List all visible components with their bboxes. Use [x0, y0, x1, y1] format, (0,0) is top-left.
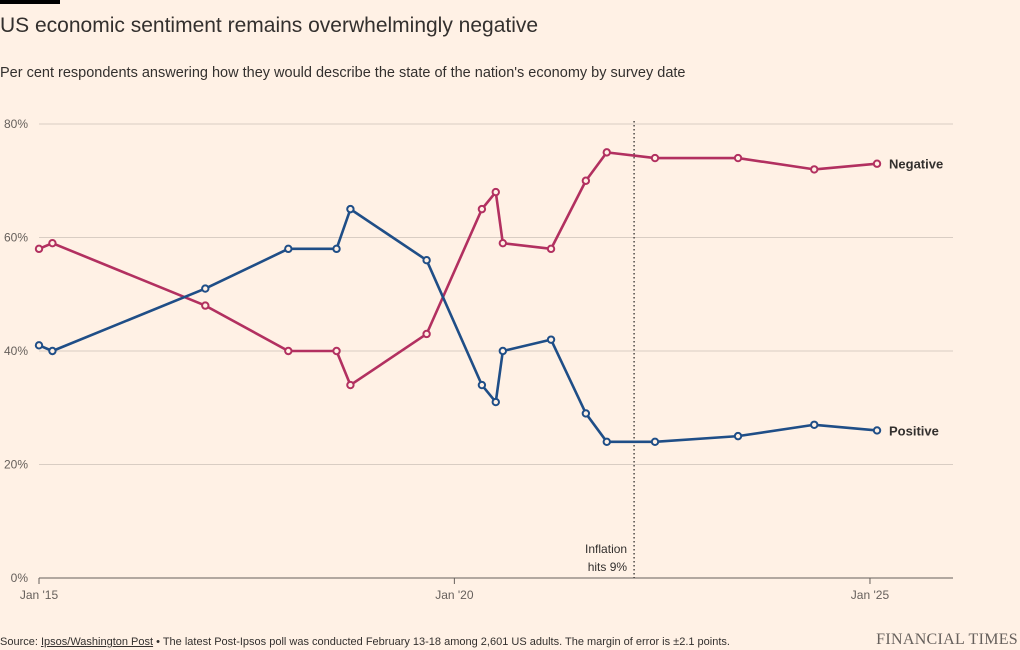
- data-point-positive: [332, 244, 341, 254]
- data-point-negative: [422, 329, 431, 339]
- data-point-negative: [872, 159, 882, 168]
- y-tick-label: 40%: [4, 344, 28, 358]
- data-point-negative: [650, 153, 660, 163]
- annotation-label: Inflation: [585, 542, 627, 556]
- annotation-label: hits 9%: [588, 560, 628, 574]
- data-point-positive: [581, 409, 591, 418]
- series-line-negative: [38, 151, 878, 387]
- series-line-positive: [38, 207, 878, 444]
- data-point-positive: [346, 204, 355, 214]
- data-point-negative: [810, 165, 819, 174]
- y-tick-label: 20%: [4, 458, 28, 472]
- chart-subtitle: Per cent respondents answering how they …: [0, 65, 686, 81]
- data-point-negative: [34, 244, 44, 254]
- source-link[interactable]: Ipsos/Washington Post: [40, 636, 154, 648]
- data-point-positive: [498, 346, 508, 356]
- y-tick-label: 60%: [4, 231, 28, 245]
- data-point-positive: [422, 256, 431, 265]
- data-point-positive: [491, 397, 500, 407]
- data-point-negative: [602, 148, 611, 157]
- data-point-positive: [284, 244, 293, 254]
- data-point-positive: [810, 420, 819, 429]
- data-point-negative: [346, 380, 355, 390]
- data-point-positive: [872, 426, 882, 435]
- data-point-negative: [581, 176, 591, 185]
- y-tick-label: 80%: [4, 117, 28, 131]
- source-note: • The latest Post-Ipsos poll was conduct…: [153, 636, 730, 648]
- data-point-negative: [477, 204, 487, 214]
- x-tick-label: Jan '15: [20, 588, 59, 602]
- x-tick-label: Jan '20: [435, 588, 474, 602]
- data-point-negative: [546, 244, 556, 254]
- ft-logo: FINANCIAL TIMES: [876, 631, 1018, 648]
- x-tick-label: Jan '25: [851, 588, 890, 602]
- data-point-positive: [546, 335, 556, 344]
- data-point-positive: [48, 346, 57, 356]
- data-point-positive: [733, 431, 743, 441]
- data-point-negative: [332, 346, 341, 356]
- chart-title: US economic sentiment remains overwhelmi…: [0, 14, 539, 37]
- data-point-positive: [201, 284, 210, 293]
- data-point-negative: [498, 238, 508, 248]
- data-point-negative: [491, 187, 500, 197]
- source-prefix: Source:: [0, 636, 41, 648]
- data-point-negative: [284, 346, 293, 356]
- y-tick-label: 0%: [11, 571, 29, 585]
- data-point-positive: [34, 341, 44, 350]
- data-point-negative: [48, 238, 57, 248]
- source-footer: Source: Ipsos/Washington Post • The late…: [0, 636, 730, 648]
- series-label-negative: Negative: [889, 157, 943, 172]
- series-label-positive: Positive: [889, 423, 939, 438]
- data-point-negative: [733, 153, 743, 163]
- brand-bar: [0, 0, 60, 4]
- data-point-positive: [650, 437, 660, 446]
- data-point-positive: [477, 380, 487, 390]
- data-point-negative: [201, 301, 210, 310]
- data-point-positive: [602, 437, 611, 446]
